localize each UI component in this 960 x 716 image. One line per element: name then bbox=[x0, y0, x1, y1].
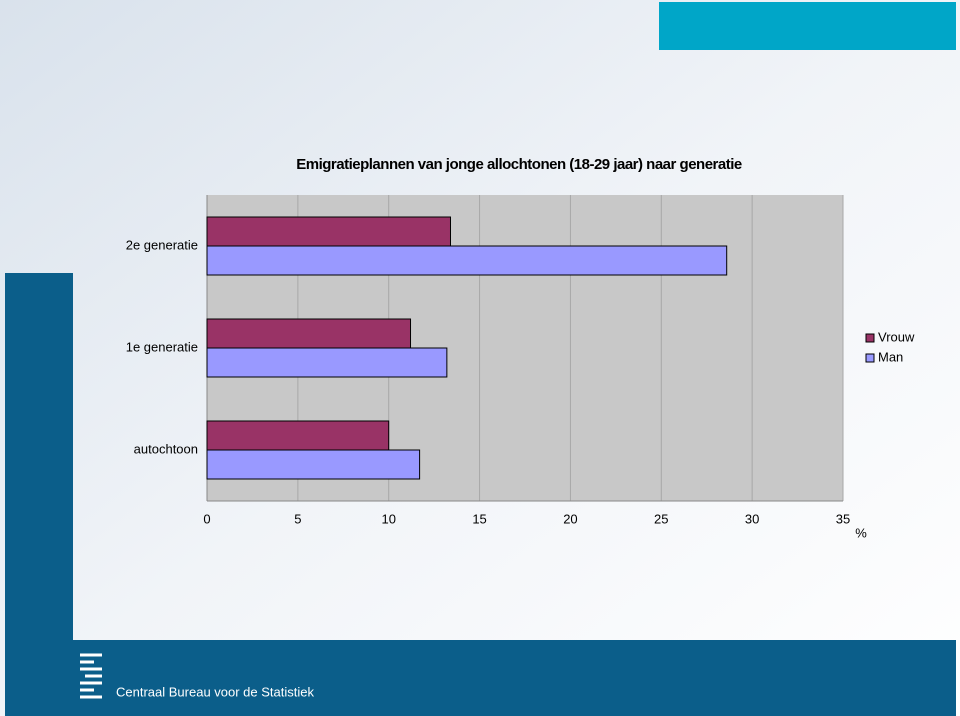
y-tick-label: 2e generatie bbox=[126, 237, 198, 252]
bar bbox=[206, 347, 448, 378]
legend-label: Man bbox=[878, 349, 903, 364]
y-tick-label: autochtoon bbox=[134, 441, 198, 456]
x-axis-label: % bbox=[855, 525, 867, 540]
legend-swatch bbox=[865, 353, 875, 363]
header-block bbox=[659, 2, 956, 50]
x-tick-label: 10 bbox=[381, 511, 395, 526]
legend-label: Vrouw bbox=[878, 329, 915, 344]
bar bbox=[206, 245, 728, 276]
legend-swatch bbox=[865, 333, 875, 343]
bar bbox=[206, 420, 390, 451]
side-band bbox=[5, 273, 73, 643]
x-tick-label: 15 bbox=[472, 511, 486, 526]
y-tick-label: 1e generatie bbox=[126, 339, 198, 354]
chart-title: Emigratieplannen van jonge allochtonen (… bbox=[296, 156, 742, 173]
logo bbox=[80, 653, 102, 699]
footer-text: Centraal Bureau voor de Statistiek bbox=[116, 684, 314, 699]
bar bbox=[206, 449, 421, 480]
x-tick-label: 20 bbox=[563, 511, 577, 526]
x-tick-label: 0 bbox=[203, 511, 210, 526]
x-tick-label: 35 bbox=[836, 511, 850, 526]
x-tick-label: 5 bbox=[294, 511, 301, 526]
bar bbox=[206, 216, 451, 247]
x-tick-label: 30 bbox=[745, 511, 759, 526]
footer-band bbox=[5, 640, 956, 716]
x-tick-label: 25 bbox=[654, 511, 668, 526]
bar bbox=[206, 318, 412, 349]
